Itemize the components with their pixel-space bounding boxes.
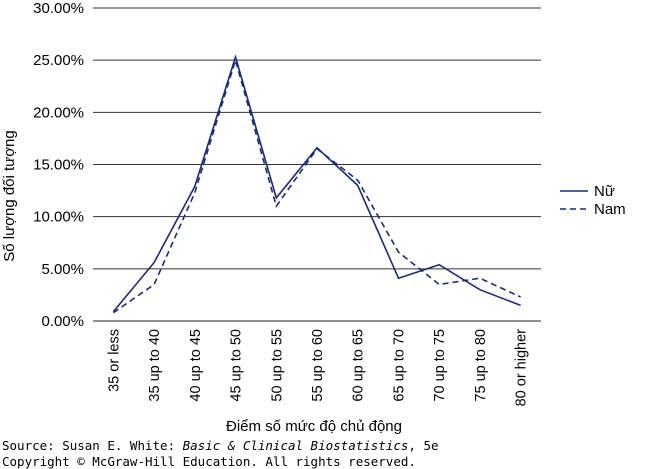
x-tick-label: 55 up to 60 (310, 329, 326, 402)
y-tick-label: 30.00% (33, 0, 84, 17)
x-tick-label: 75 up to 80 (473, 329, 489, 402)
x-tick-label: 50 up to 55 (269, 329, 285, 402)
x-tick-label: 80 or higher (514, 329, 530, 407)
source-suffix: , 5e (408, 438, 439, 453)
x-axis-ticks: 35 or less 35 up to 40 40 up to 45 45 up to… (106, 329, 529, 407)
line-chart: 0.00% 5.00% 10.00% 15.00% 20.00% 25.00% 30.00%… (1, 0, 626, 435)
x-axis-title: Điểm số mức độ chủ động (226, 418, 402, 435)
y-tick-label: 0.00% (41, 313, 84, 330)
y-tick-label: 20.00% (33, 104, 84, 121)
legend-label: Nữ (594, 183, 615, 200)
x-tick-label: 35 up to 40 (147, 329, 163, 402)
copyright-notice: Copyright © McGraw-Hill Education. All r… (2, 454, 416, 469)
y-tick-label: 5.00% (41, 261, 84, 278)
x-tick-label: 45 up to 50 (229, 329, 245, 402)
x-tick-label: 60 up to 65 (351, 329, 367, 402)
x-tick-label: 70 up to 75 (432, 329, 448, 402)
y-axis-ticks: 0.00% 5.00% 10.00% 15.00% 20.00% 25.00% 30.00% (33, 0, 84, 330)
source-prefix: Source: Susan E. White: (2, 438, 183, 453)
gridlines (93, 7, 541, 322)
source-book-title: Basic & Clinical Biostatistics (182, 438, 409, 453)
source-citation: Source: Susan E. White: Basic & Clinical… (2, 438, 439, 453)
y-tick-label: 10.00% (33, 209, 84, 226)
x-tick-label: 65 up to 70 (391, 329, 407, 402)
series-line-nam (112, 57, 521, 314)
x-tick-label: 40 up to 45 (188, 329, 204, 402)
series-lines (112, 54, 521, 314)
x-tick-label: 35 or less (106, 329, 122, 392)
y-axis-title: Số lượng đối tượng (1, 130, 18, 262)
legend-label: Nam (594, 201, 626, 218)
series-line-nu (112, 54, 521, 313)
y-tick-label: 25.00% (33, 52, 84, 69)
y-tick-label: 15.00% (33, 157, 84, 174)
